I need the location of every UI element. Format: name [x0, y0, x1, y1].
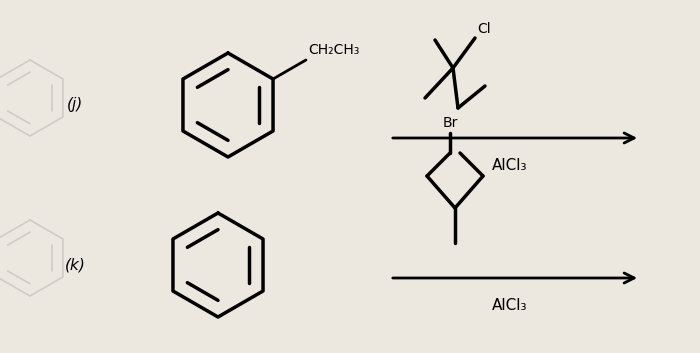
- Text: Br: Br: [442, 116, 458, 130]
- Text: AlCl₃: AlCl₃: [492, 298, 528, 313]
- Text: Cl: Cl: [477, 22, 491, 36]
- Text: (j): (j): [67, 97, 83, 113]
- Text: (k): (k): [64, 257, 85, 273]
- Text: AlCl₃: AlCl₃: [492, 158, 528, 173]
- Text: CH₂CH₃: CH₂CH₃: [308, 43, 359, 57]
